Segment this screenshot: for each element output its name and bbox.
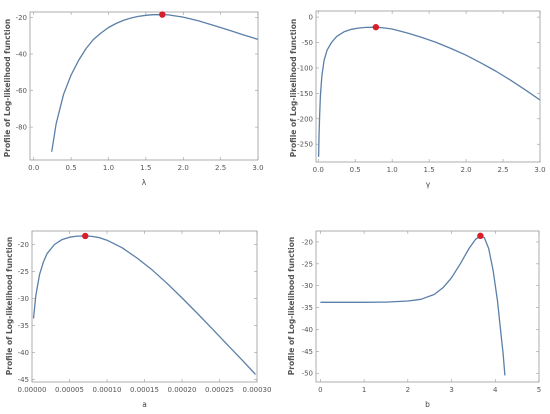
x-tick-label: 0.5 [66,164,77,172]
y-tick-label: -30 [302,282,313,290]
y-axis-label: Profile of Log-likelihood function [3,19,12,157]
x-tick-label: 2 [406,386,410,394]
y-tick-label: -20 [18,241,29,249]
x-tick-label: 1.0 [387,166,398,174]
y-tick-label: -25 [18,268,29,276]
y-tick-label: -20 [302,238,313,246]
x-tick-label: 5 [537,386,541,394]
maximum-point [477,232,484,240]
x-tick-label: 0.5 [350,166,361,174]
panel-a: 0.00000 0.00005 0.00010 0.00015 0.00020 0.000… [5,230,272,409]
x-tick-label: 2.0 [461,166,472,174]
x-tick-label: 1.5 [424,166,435,174]
x-tick-label: 0.00030 [243,386,272,394]
maximum-point [372,23,380,31]
series-line [317,26,541,157]
maximum-point [159,11,166,18]
y-tick-label: -45 [18,376,29,384]
y-tick-label: -150 [297,90,313,98]
series-line [51,13,259,152]
x-tick-label: 2.5 [215,164,226,172]
x-tick-label: 0.00015 [130,386,159,394]
x-tick-label: 3 [449,386,453,394]
x-tick-label: 1 [362,386,366,394]
x-tick-label: 0.00020 [168,386,197,394]
x-tick-label: 2.0 [178,164,189,172]
x-tick-label: 3.0 [534,166,545,174]
x-tick-label: 0.00025 [205,386,234,394]
panel-lambda: 0.0 0.5 1.0 1.5 2.0 2.5 3.0 -20 -40 -60 -80 λ Profil… [3,11,264,187]
panel-b: 0 1 2 3 4 5 -20 -25 -30 -35 -40 -45 -50 b Profile of L… [287,230,541,409]
series-line [32,235,256,375]
y-tick-label: -60 [16,87,27,95]
y-tick-label: -30 [18,295,29,303]
plot-frame [315,10,541,163]
x-tick-label: 1.5 [140,164,151,172]
y-tick-label: -50 [302,39,313,47]
y-tick-label: -40 [16,51,27,59]
y-tick-label: -40 [18,349,29,357]
x-tick-label: 0.00000 [18,386,47,394]
y-tick-label: 0 [309,14,313,22]
y-tick-label: -35 [18,322,29,330]
y-tick-label: -50 [302,370,313,378]
y-tick-label: -25 [302,260,313,268]
y-tick-label: -20 [16,14,27,22]
y-tick-label: -200 [297,115,313,123]
series-line [320,235,506,376]
x-tick-label: 1.0 [103,164,114,172]
x-tick-label: 3.0 [252,164,263,172]
plot-frame [315,230,540,383]
x-tick-label: 2.5 [497,166,508,174]
x-tick-label: 0.00005 [55,386,84,394]
plot-frame [29,11,259,161]
x-axis-label: λ [142,178,147,187]
y-tick-label: -35 [302,304,313,312]
x-tick-label: 4 [493,386,498,394]
y-tick-label: -250 [297,141,313,149]
y-tick-label: -45 [302,348,313,356]
plot-frame [31,230,258,383]
y-tick-label: -100 [297,64,313,72]
x-axis-label: γ [426,180,431,189]
y-tick-label: -40 [302,326,313,334]
x-tick-label: 0.0 [313,166,324,174]
x-tick-label: 0.0 [28,164,39,172]
x-tick-label: 0 [318,386,322,394]
y-tick-label: -80 [16,124,27,132]
panel-gamma: 0.0 0.5 1.0 1.5 2.0 2.5 3.0 0 -50 -100 -150 -200 -25… [289,10,546,189]
x-axis-label: a [142,400,147,409]
y-axis-label: Profile of Log-likelihood function [287,237,296,375]
y-axis-label: Profile of Log-likelihood function [5,237,14,375]
x-axis-label: b [425,400,430,409]
y-axis-label: Profile of Log-likelihood function [289,19,298,157]
x-tick-label: 0.00010 [93,386,122,394]
maximum-point [82,232,89,240]
